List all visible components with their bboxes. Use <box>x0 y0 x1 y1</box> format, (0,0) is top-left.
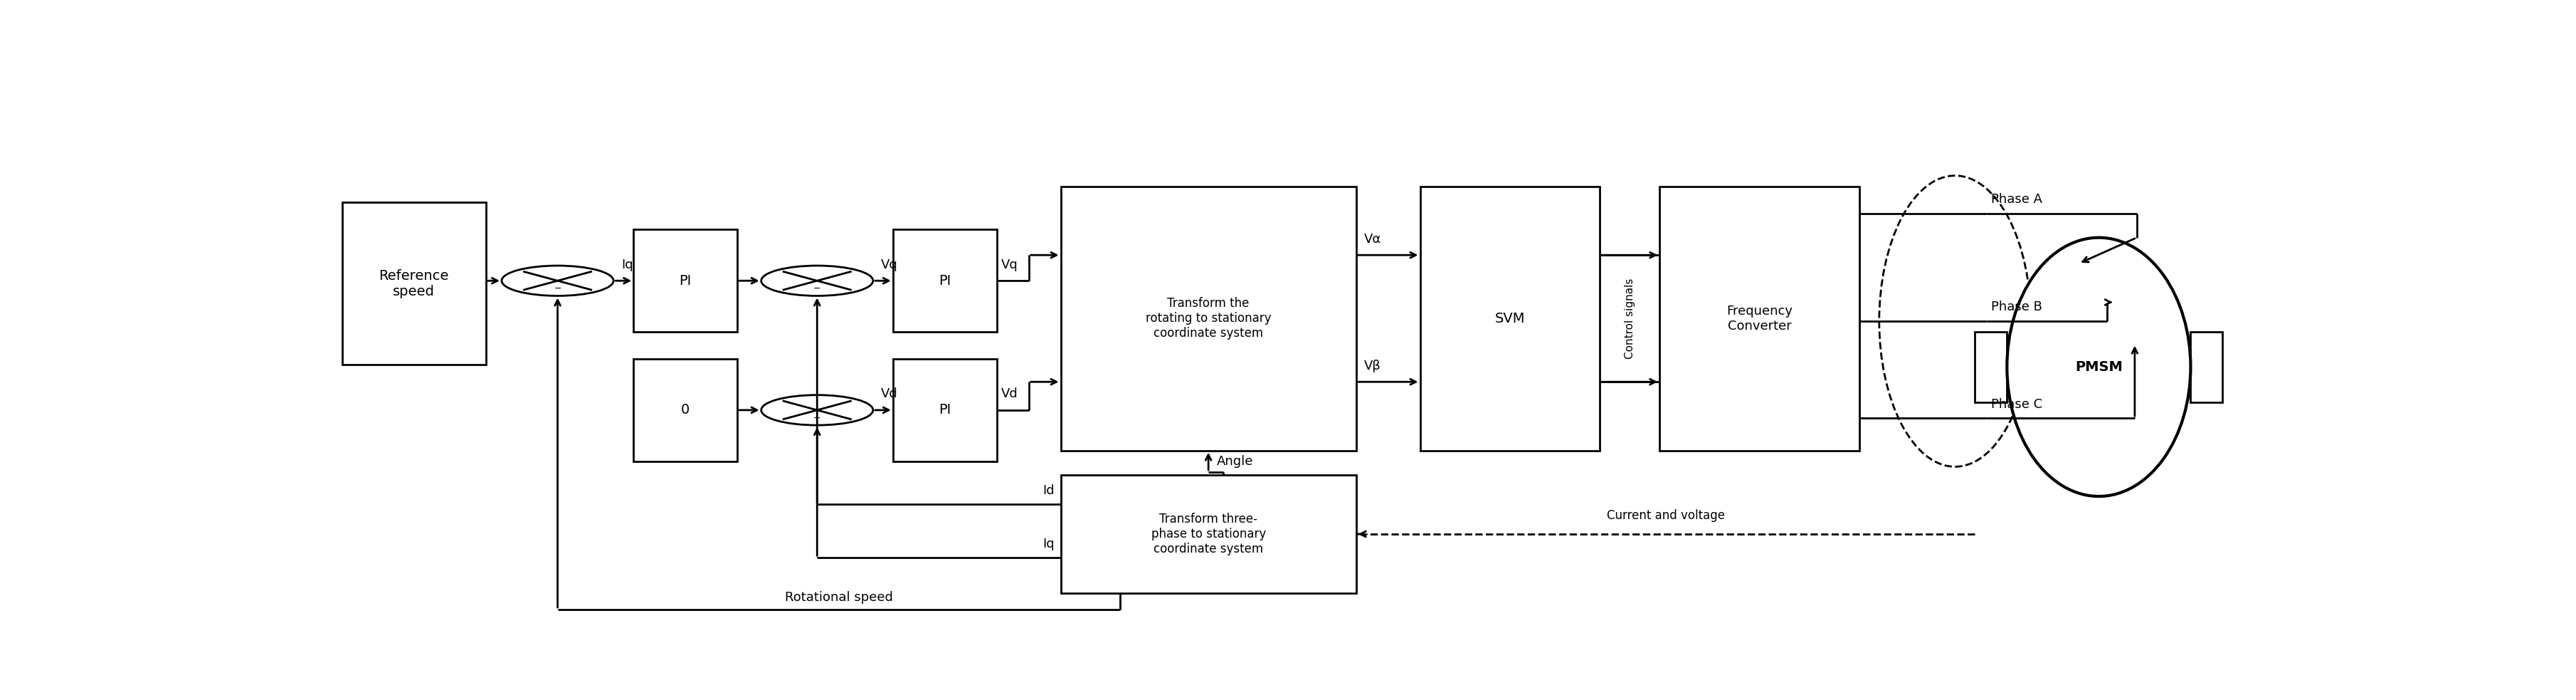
FancyBboxPatch shape <box>1061 186 1355 451</box>
Text: Reference
speed: Reference speed <box>379 269 448 298</box>
Text: Iq: Iq <box>621 258 634 271</box>
FancyBboxPatch shape <box>634 230 737 332</box>
Text: −: − <box>814 414 822 423</box>
FancyBboxPatch shape <box>343 202 487 364</box>
FancyBboxPatch shape <box>1659 186 1860 451</box>
Text: Current and voltage: Current and voltage <box>1607 510 1726 522</box>
Text: Control signals: Control signals <box>1625 278 1636 359</box>
Text: Iq: Iq <box>1043 538 1054 550</box>
Text: 0: 0 <box>680 403 690 417</box>
FancyBboxPatch shape <box>894 359 997 461</box>
Ellipse shape <box>2007 237 2190 496</box>
FancyBboxPatch shape <box>2190 332 2223 402</box>
Text: Vq: Vq <box>999 258 1018 271</box>
Text: PI: PI <box>680 274 690 288</box>
Text: −: − <box>814 284 822 294</box>
Text: Vβ: Vβ <box>1365 359 1381 372</box>
Text: Vd: Vd <box>881 388 899 400</box>
Text: SVM: SVM <box>1494 312 1525 326</box>
Text: Phase C: Phase C <box>1991 398 2043 411</box>
Text: PI: PI <box>938 274 951 288</box>
Text: Vα: Vα <box>1365 232 1381 246</box>
Text: Vq: Vq <box>881 258 899 271</box>
Text: Transform the
rotating to stationary
coordinate system: Transform the rotating to stationary coo… <box>1146 297 1270 340</box>
Circle shape <box>502 265 613 296</box>
Text: Id: Id <box>1043 484 1054 497</box>
Text: Transform three-
phase to stationary
coordinate system: Transform three- phase to stationary coo… <box>1151 513 1265 555</box>
FancyBboxPatch shape <box>894 230 997 332</box>
Circle shape <box>762 395 873 425</box>
FancyBboxPatch shape <box>1419 186 1600 451</box>
FancyBboxPatch shape <box>634 359 737 461</box>
FancyBboxPatch shape <box>1976 332 2007 402</box>
Text: −: − <box>554 284 562 294</box>
Text: Vd: Vd <box>999 388 1018 400</box>
Text: Angle: Angle <box>1216 455 1252 468</box>
Text: Frequency
Converter: Frequency Converter <box>1726 304 1793 332</box>
Text: PI: PI <box>938 403 951 417</box>
Text: Rotational speed: Rotational speed <box>786 592 894 604</box>
Text: PMSM: PMSM <box>2076 360 2123 374</box>
Text: Phase A: Phase A <box>1991 193 2043 206</box>
FancyBboxPatch shape <box>1061 475 1355 594</box>
Text: Phase B: Phase B <box>1991 301 2043 314</box>
Circle shape <box>762 265 873 296</box>
